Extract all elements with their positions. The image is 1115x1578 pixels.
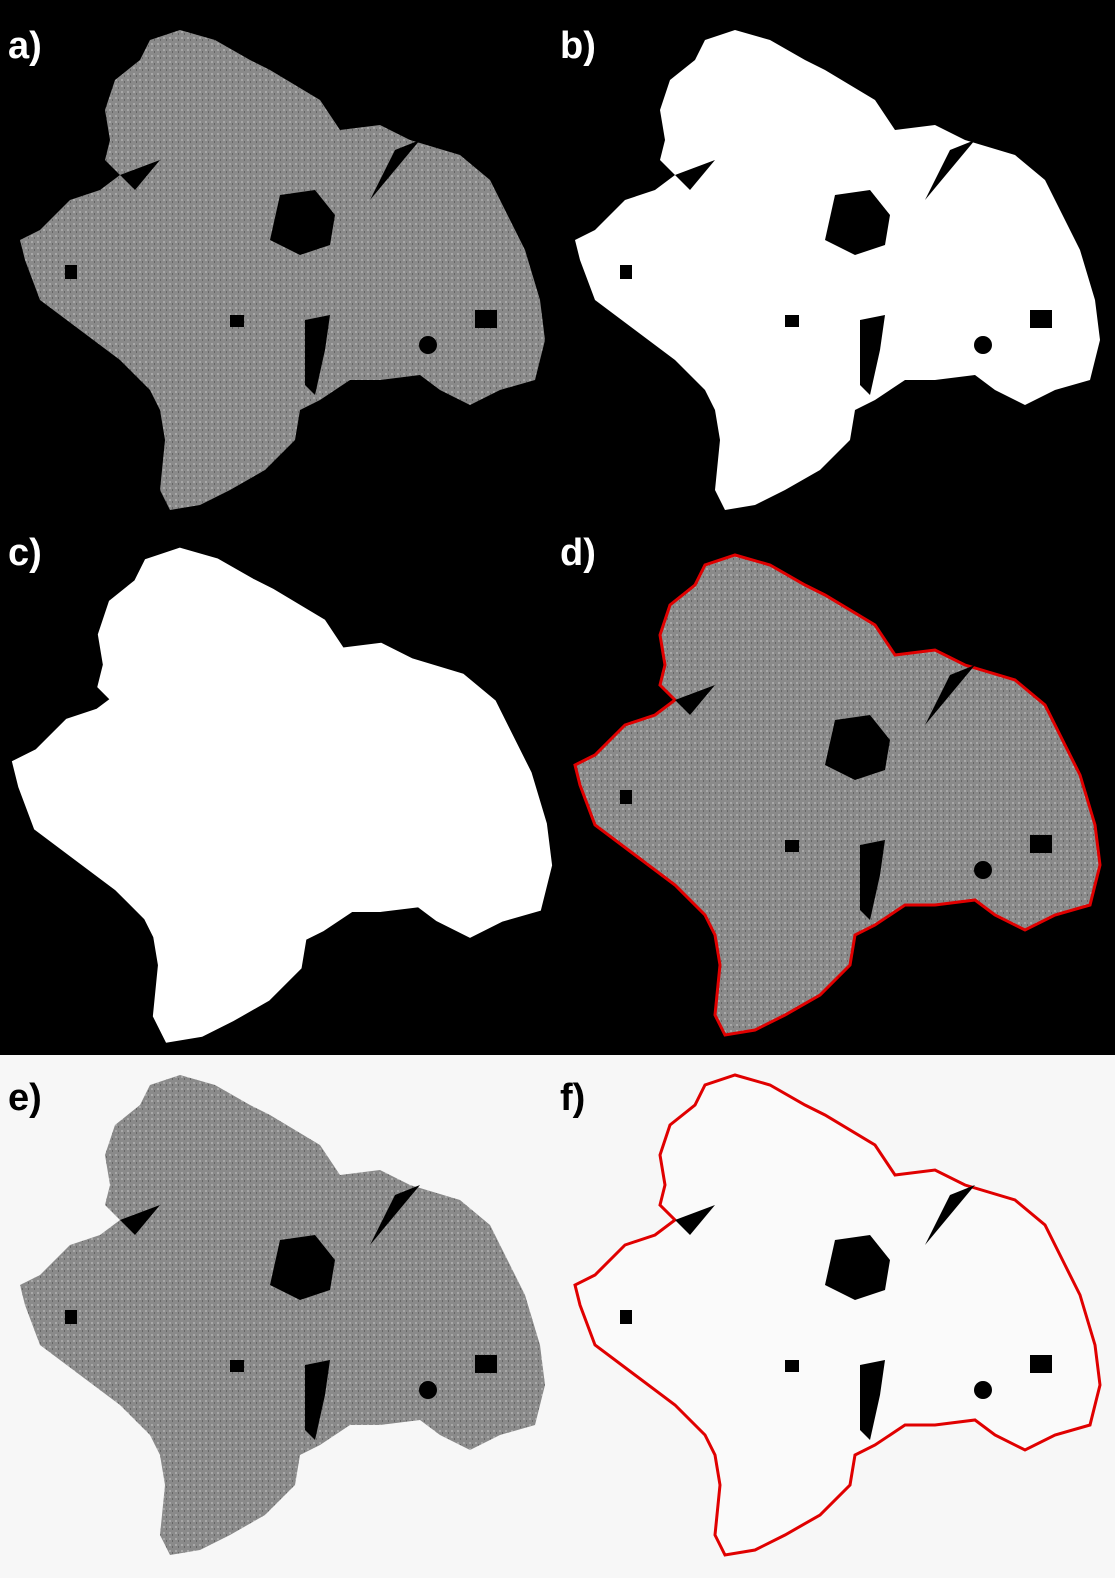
panel-label: e) [8, 1077, 42, 1119]
panel-label: d) [560, 532, 596, 574]
panel-label: b) [560, 25, 596, 67]
panel-label: a) [8, 25, 42, 67]
panel-label: f) [560, 1077, 585, 1119]
panel-label: c) [8, 532, 42, 574]
figure: a) b) c) d) e) f) [0, 0, 1115, 1578]
